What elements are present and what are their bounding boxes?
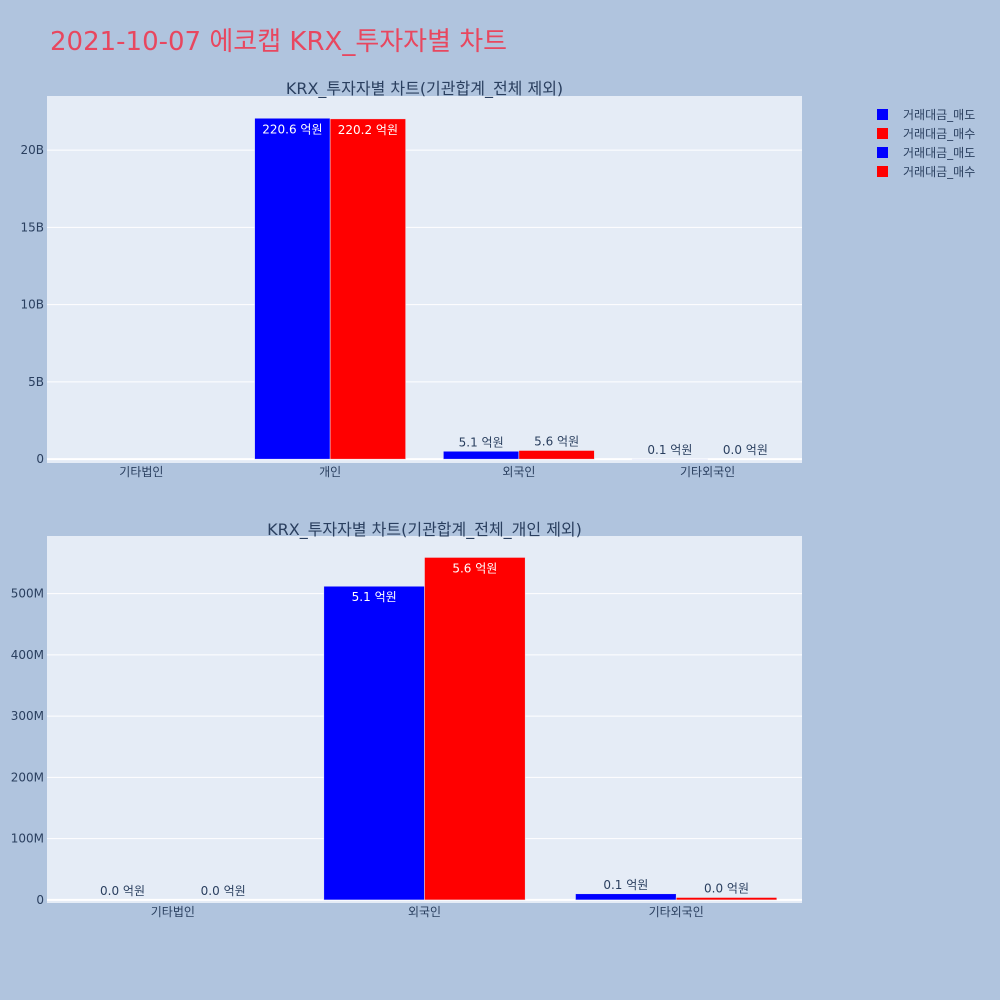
x-tick-label: 외국인 <box>408 905 441 919</box>
data-label: 0.1 억원 <box>603 878 648 892</box>
bar-buy <box>424 557 526 901</box>
legend-label[interactable]: 거래대금_매도 <box>903 146 975 160</box>
data-label: 0.0 억원 <box>100 884 145 898</box>
data-label: 0.0 억원 <box>723 443 768 457</box>
y-tick-label: 15B <box>20 220 44 234</box>
data-label: 5.6 억원 <box>534 434 579 448</box>
data-label: 0.1 억원 <box>647 443 692 457</box>
legend-swatch <box>877 147 888 158</box>
x-tick-label: 외국인 <box>502 465 535 479</box>
bar-sell <box>575 893 677 901</box>
x-tick-label: 기타외국인 <box>649 905 704 919</box>
plots: 0 5B 10B 15B 20B KRX_투자자별 차트(기관합계_전체 제외) 기타법인 개… <box>11 79 802 919</box>
bar-sell <box>323 585 425 901</box>
y-tick-label: 10B <box>20 298 44 312</box>
x-tick-label: 개인 <box>319 465 341 479</box>
bar-sell <box>443 451 520 460</box>
chart-title: KRX_투자자별 차트(기관합계_전체_개인 제외) <box>267 520 582 540</box>
legend-swatch <box>877 109 888 120</box>
x-tick-label: 기타법인 <box>151 905 195 919</box>
page-title: 2021-10-07 에코캡 KRX_투자자별 차트 <box>50 27 507 57</box>
bar-sell <box>254 118 331 460</box>
legend-label[interactable]: 거래대금_매수 <box>903 127 975 141</box>
y-tick-label: 400M <box>11 648 44 662</box>
data-label: 220.2 억원 <box>338 123 398 137</box>
data-label: 5.1 억원 <box>459 435 504 449</box>
y-tick-label: 20B <box>20 143 44 157</box>
y-tick-label: 300M <box>11 709 44 723</box>
x-tick-label: 기타법인 <box>119 465 163 479</box>
x-tick-label: 기타외국인 <box>680 465 735 479</box>
bar-buy <box>329 118 406 460</box>
plot-area <box>47 96 802 463</box>
chart-panel-2: 0 100M 200M 300M 400M 500M KRX_투자자별 차트(기관합계_전체… <box>11 520 802 919</box>
y-tick-label: 200M <box>11 770 44 784</box>
data-label: 5.6 억원 <box>452 561 497 575</box>
y-tick-label: 0 <box>36 893 44 907</box>
data-label: 0.0 억원 <box>704 881 749 895</box>
legend-swatch <box>877 128 888 139</box>
y-tick-label: 100M <box>11 832 44 846</box>
data-label: 220.6 억원 <box>262 122 322 136</box>
y-tick-label: 0 <box>36 452 44 466</box>
bar-buy <box>518 450 595 460</box>
legend-label[interactable]: 거래대금_매도 <box>903 108 975 122</box>
data-label: 0.0 억원 <box>201 884 246 898</box>
data-label: 5.1 억원 <box>352 590 397 604</box>
legend-swatch <box>877 166 888 177</box>
y-tick-label: 5B <box>28 375 44 389</box>
y-tick-label: 500M <box>11 587 44 601</box>
chart-panel-1: 0 5B 10B 15B 20B KRX_투자자별 차트(기관합계_전체 제외) 기타법인 개… <box>20 79 802 479</box>
bar-buy <box>675 897 778 901</box>
legend-label[interactable]: 거래대금_매수 <box>903 165 975 179</box>
chart-title: KRX_투자자별 차트(기관합계_전체 제외) <box>286 79 563 99</box>
